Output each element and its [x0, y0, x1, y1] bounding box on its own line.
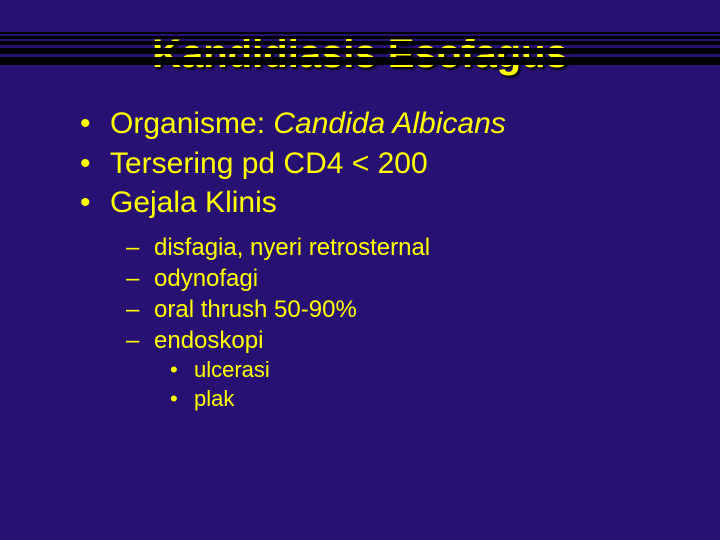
stripe	[0, 32, 720, 34]
bullet-text: Gejala Klinis	[110, 186, 277, 219]
bullet-text: disfagia, nyeri retrosternal	[154, 234, 430, 261]
bullet-text: endoskopi	[154, 327, 263, 354]
slide-body: Organisme: Candida Albicans Tersering pd…	[80, 105, 720, 413]
stripe	[0, 36, 720, 39]
stripe	[0, 57, 720, 65]
stripe	[0, 41, 720, 45]
bullet-text-italic: Candida Albicans	[273, 107, 505, 140]
sub-bullet-item: disfagia, nyeri retrosternal	[126, 232, 720, 263]
bullet-text: Organisme:	[110, 107, 273, 140]
stripe	[0, 48, 720, 54]
bullet-text: plak	[194, 386, 234, 411]
bullet-item: Gejala Klinis disfagia, nyeri retrostern…	[80, 184, 720, 413]
bullet-text: ulcerasi	[194, 357, 270, 382]
sub-sub-bullet-item: ulcerasi	[170, 356, 720, 385]
sub-bullet-item: oral thrush 50-90%	[126, 294, 720, 325]
bullet-item: Organisme: Candida Albicans	[80, 105, 720, 143]
sub-sub-bullet-item: plak	[170, 385, 720, 414]
bullet-text: oral thrush 50-90%	[154, 296, 357, 323]
sub-bullet-item: odynofagi	[126, 263, 720, 294]
decorative-stripes	[0, 32, 720, 65]
sub-bullet-item: endoskopi ulcerasi plak	[126, 325, 720, 413]
bullet-text: Tersering pd CD4 < 200	[110, 147, 428, 180]
bullet-text: odynofagi	[154, 265, 258, 292]
bullet-item: Tersering pd CD4 < 200	[80, 145, 720, 183]
